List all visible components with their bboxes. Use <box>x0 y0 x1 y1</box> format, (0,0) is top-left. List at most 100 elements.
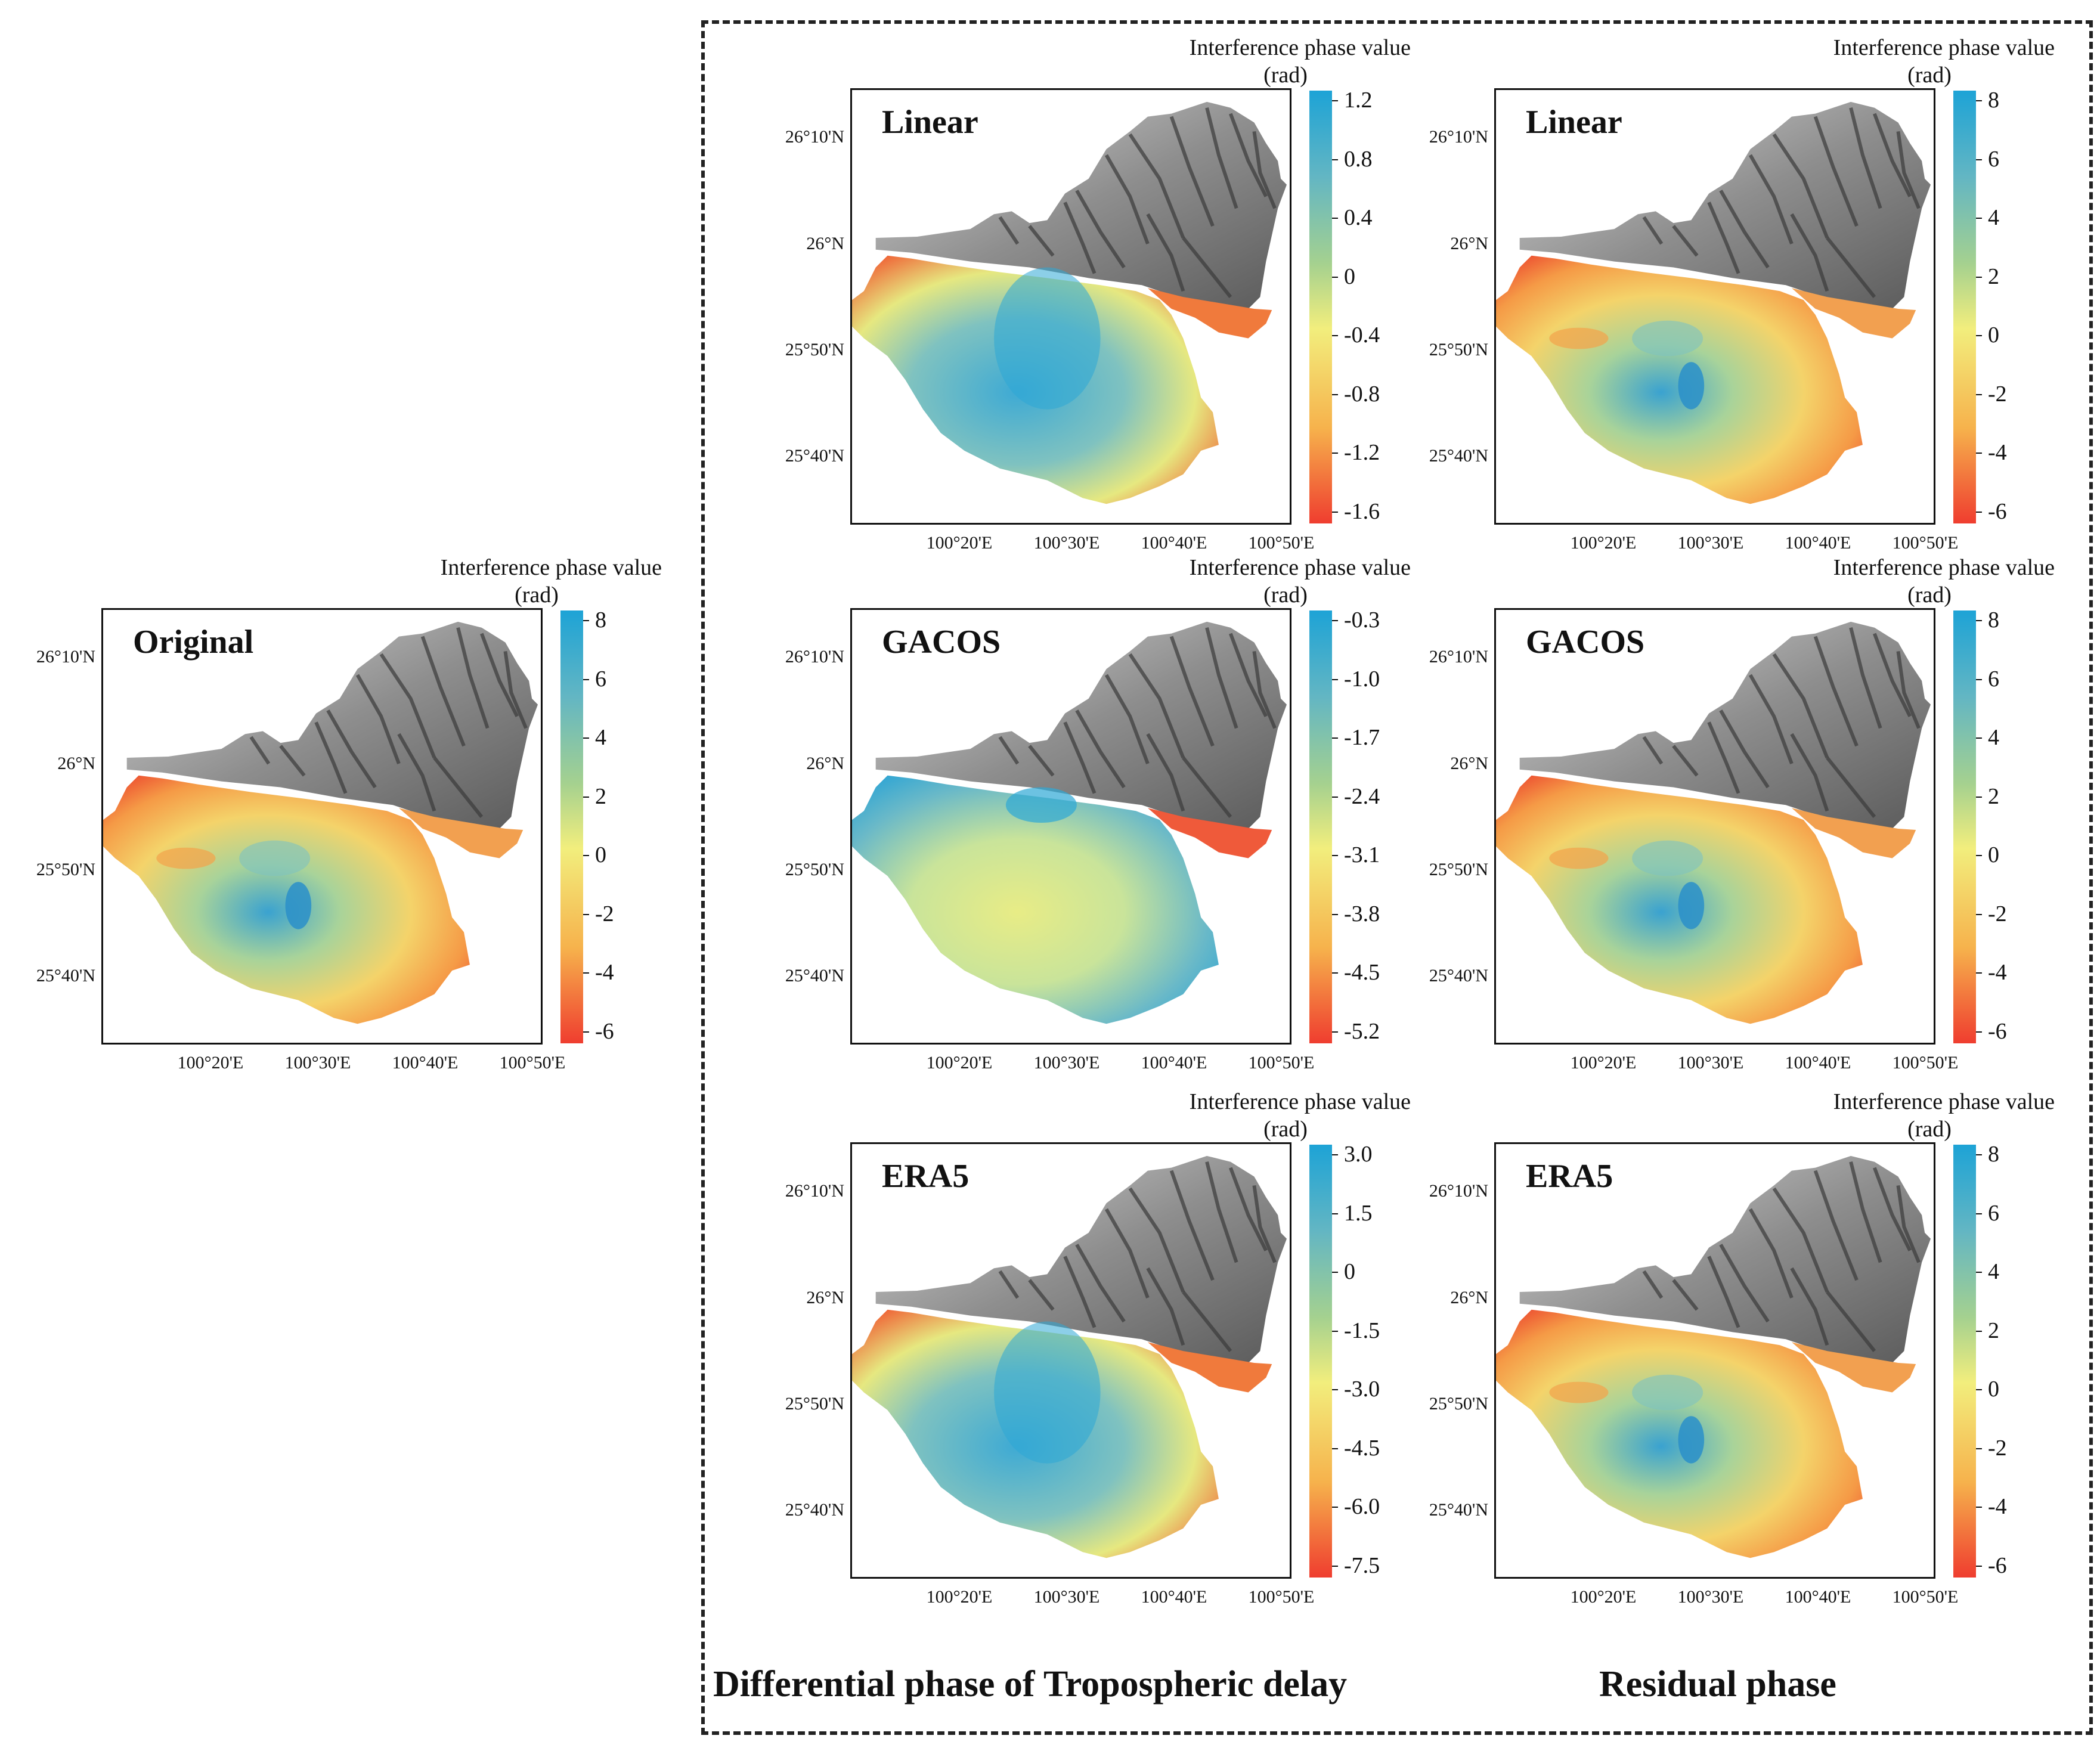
lat-label: 25°40'N <box>1429 1500 1488 1520</box>
map-frame: Linear <box>1494 88 1935 525</box>
map-raster <box>1496 1155 1931 1558</box>
lon-label: 100°40'E <box>1785 533 1851 553</box>
colorbar-tick-mark <box>1976 1448 1982 1449</box>
map-raster <box>1496 101 1931 504</box>
colorbar-tick-mark <box>1976 1031 1982 1033</box>
colorbar-tick-mark <box>1976 1566 1982 1567</box>
colorbar-tick-mark <box>1332 1389 1338 1391</box>
colorbar-tick-label: -4.5 <box>1344 1435 1380 1461</box>
lon-label: 100°40'E <box>1141 1587 1207 1607</box>
colorbar-tick-mark <box>1332 276 1338 278</box>
colorbar-tick-label: 6 <box>1988 666 1999 692</box>
colorbar-tick-label: 1.2 <box>1344 88 1373 113</box>
lat-label: 26°10'N <box>36 647 95 667</box>
colorbar-tick-label: -3.0 <box>1344 1377 1380 1402</box>
lat-label: 25°50'N <box>1429 860 1488 879</box>
lat-label: 25°50'N <box>1429 1394 1488 1414</box>
colorbar-tick-mark <box>1976 159 1982 160</box>
colorbar-tick-mark <box>1332 796 1338 798</box>
title-residual-phase: Residual phase <box>1599 1664 1836 1704</box>
colorbar-tick-label: -4 <box>1988 440 2007 466</box>
colorbar-unit: (rad) <box>1907 1117 1952 1142</box>
colorbar-tick-mark <box>1976 737 1982 739</box>
colorbar-tick-mark <box>1976 335 1982 337</box>
colorbar-tick-mark <box>1332 1272 1338 1273</box>
colorbar-tick-mark <box>1332 218 1338 219</box>
colorbar-tick-label: -0.8 <box>1344 381 1380 407</box>
panel-label: Linear <box>1526 104 1622 141</box>
colorbar-title: Interference phase value <box>1189 555 1411 580</box>
lon-label: 100°20'E <box>1570 533 1637 553</box>
lat-label: 25°40'N <box>1429 966 1488 985</box>
map-panel-linear-residual: Interference phase value (rad) Linear 26°… <box>1417 35 2061 553</box>
colorbar-tick-label: 2 <box>1988 1318 1999 1343</box>
colorbar <box>1953 610 1976 1043</box>
colorbar-unit: (rad) <box>515 582 559 608</box>
colorbar-tick-label: 0 <box>1988 842 1999 868</box>
lon-label: 100°40'E <box>392 1053 459 1073</box>
map-raster <box>852 621 1287 1024</box>
colorbar-title: Interference phase value <box>1189 1089 1411 1114</box>
lon-label: 100°40'E <box>1785 1587 1851 1607</box>
colorbar-unit: (rad) <box>1907 582 1952 608</box>
lon-label: 100°30'E <box>1033 1053 1100 1073</box>
colorbar-tick-label: -2 <box>1988 901 2007 926</box>
lon-label: 100°50'E <box>1248 533 1315 553</box>
lon-label: 100°30'E <box>1677 533 1744 553</box>
lat-label: 26°10'N <box>1429 647 1488 667</box>
colorbar-tick-label: -6 <box>595 1019 614 1044</box>
lon-label: 100°40'E <box>1141 533 1207 553</box>
lat-label: 26°10'N <box>785 647 844 667</box>
map-raster <box>852 101 1287 504</box>
colorbar-tick-mark <box>1332 1566 1338 1567</box>
colorbar-tick-mark <box>1332 1154 1338 1155</box>
lon-label: 100°50'E <box>1892 1587 1959 1607</box>
colorbar-tick-mark <box>1976 972 1982 974</box>
colorbar-unit: (rad) <box>1263 582 1308 608</box>
lon-label: 100°20'E <box>926 533 993 553</box>
colorbar <box>1953 91 1976 523</box>
panel-label: GACOS <box>1526 624 1645 661</box>
colorbar-tick-label: -4 <box>1988 1494 2007 1520</box>
colorbar-tick-label: -4 <box>595 960 614 985</box>
colorbar-tick-mark <box>583 913 589 915</box>
map-panel-gacos-delay: Interference phase value (rad) GACOS 26°1… <box>773 555 1417 1073</box>
colorbar-tick-label: 0 <box>1988 323 1999 348</box>
lon-label: 100°20'E <box>1570 1053 1637 1073</box>
lon-label: 100°30'E <box>1033 1587 1100 1607</box>
map-panel-era5-residual: Interference phase value (rad) ERA5 26°10… <box>1417 1089 2061 1607</box>
comparison-frame <box>701 20 2093 1735</box>
colorbar <box>1309 1145 1332 1578</box>
colorbar <box>1953 1145 1976 1578</box>
colorbar-tick-mark <box>1976 100 1982 101</box>
map-panel-original: Interference phase value (rad) Original 2… <box>24 555 668 1073</box>
colorbar-tick-mark <box>1332 737 1338 739</box>
colorbar-tick-mark <box>1976 1507 1982 1508</box>
colorbar-tick-label: 2 <box>595 783 606 809</box>
map-frame: ERA5 <box>850 1142 1291 1579</box>
colorbar-tick-label: -6 <box>1988 1019 2007 1044</box>
lon-label: 100°30'E <box>1677 1587 1744 1607</box>
colorbar-title: Interference phase value <box>1833 1089 2055 1114</box>
colorbar-tick-label: 0 <box>1344 264 1355 289</box>
colorbar-tick-label: 0 <box>595 842 606 868</box>
panel-label: ERA5 <box>1526 1158 1613 1195</box>
colorbar <box>560 610 583 1043</box>
lat-label: 26°N <box>806 1288 844 1307</box>
colorbar-tick-mark <box>1332 512 1338 513</box>
colorbar-tick-mark <box>583 620 589 621</box>
colorbar-tick-mark <box>583 678 589 680</box>
lat-label: 26°10'N <box>785 127 844 147</box>
lat-label: 25°40'N <box>785 1500 844 1520</box>
lat-label: 26°10'N <box>1429 1181 1488 1201</box>
lat-label: 25°40'N <box>785 446 844 466</box>
colorbar-tick-label: -5.2 <box>1344 1019 1380 1044</box>
colorbar-tick-mark <box>1976 1272 1982 1273</box>
lat-label: 26°N <box>1450 754 1488 773</box>
colorbar-tick-mark <box>1976 393 1982 395</box>
panel-label: ERA5 <box>882 1158 970 1195</box>
colorbar-tick-label: -6 <box>1988 1553 2007 1578</box>
colorbar-tick-mark <box>1976 1389 1982 1391</box>
colorbar-unit: (rad) <box>1907 63 1952 88</box>
colorbar-tick-mark <box>583 796 589 798</box>
